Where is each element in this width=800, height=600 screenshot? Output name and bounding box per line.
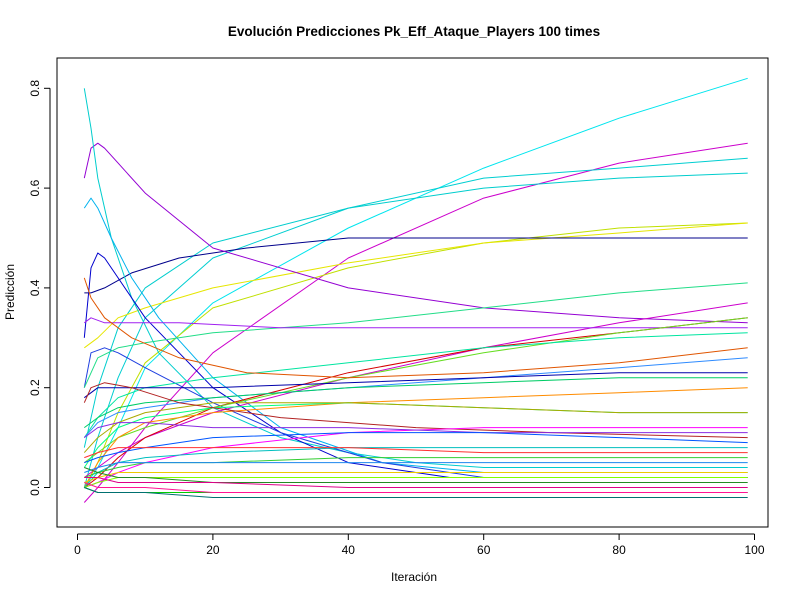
series-line-26	[83, 382, 748, 439]
x-tick-label: 100	[744, 543, 764, 557]
series-line-31	[84, 447, 748, 459]
series-line-16	[84, 317, 748, 488]
series-line-13	[83, 282, 748, 388]
series-line-35	[84, 477, 748, 488]
series-line-18	[83, 332, 748, 438]
series-line-9	[83, 88, 748, 468]
series-line-12	[83, 347, 748, 478]
series-line-15	[84, 317, 748, 329]
x-tick-label: 0	[74, 543, 81, 557]
y-tick-label: 0.2	[28, 379, 42, 396]
y-tick-label: 0.0	[28, 479, 42, 496]
y-axis: 0.0 0.2 0.4 0.6 0.8	[28, 80, 51, 496]
y-tick-label: 0.4	[28, 279, 42, 296]
series-line-8	[83, 142, 748, 324]
series-line-34	[84, 472, 748, 483]
x-axis-label: Iteración	[391, 570, 437, 584]
series-line-5	[83, 222, 748, 488]
x-axis: 0 20 40 60 80 100	[74, 533, 765, 557]
series-line-29	[84, 432, 748, 464]
series-line-10	[83, 197, 748, 473]
y-tick-label: 0.6	[28, 179, 42, 196]
series-line-1	[83, 77, 748, 488]
series-group	[83, 77, 748, 503]
x-tick-label: 40	[342, 543, 356, 557]
series-line-37	[84, 477, 748, 488]
series-line-23	[83, 387, 748, 488]
series-line-6	[84, 222, 748, 349]
series-line-39	[84, 487, 748, 498]
series-line-36	[84, 467, 748, 483]
series-line-25	[83, 402, 748, 453]
series-line-28	[84, 422, 748, 439]
chart-title: Evolución Predicciones Pk_Eff_Ataque_Pla…	[228, 24, 600, 39]
series-line-33	[84, 462, 748, 473]
series-line-19	[83, 277, 748, 379]
series-line-11	[83, 252, 748, 478]
series-line-22	[84, 377, 748, 429]
series-line-17	[84, 317, 748, 464]
y-axis-label: Predicción	[3, 264, 17, 320]
x-tick-label: 20	[206, 543, 220, 557]
series-line-21	[84, 372, 748, 399]
series-line-3	[83, 157, 748, 488]
series-line-7	[84, 237, 748, 294]
plot-frame	[56, 57, 769, 528]
series-line-30	[83, 447, 748, 488]
x-tick-label: 80	[612, 543, 626, 557]
x-tick-label: 60	[477, 543, 491, 557]
y-tick-label: 0.8	[28, 80, 42, 97]
series-line-40	[84, 482, 748, 493]
series-line-4	[83, 172, 748, 448]
